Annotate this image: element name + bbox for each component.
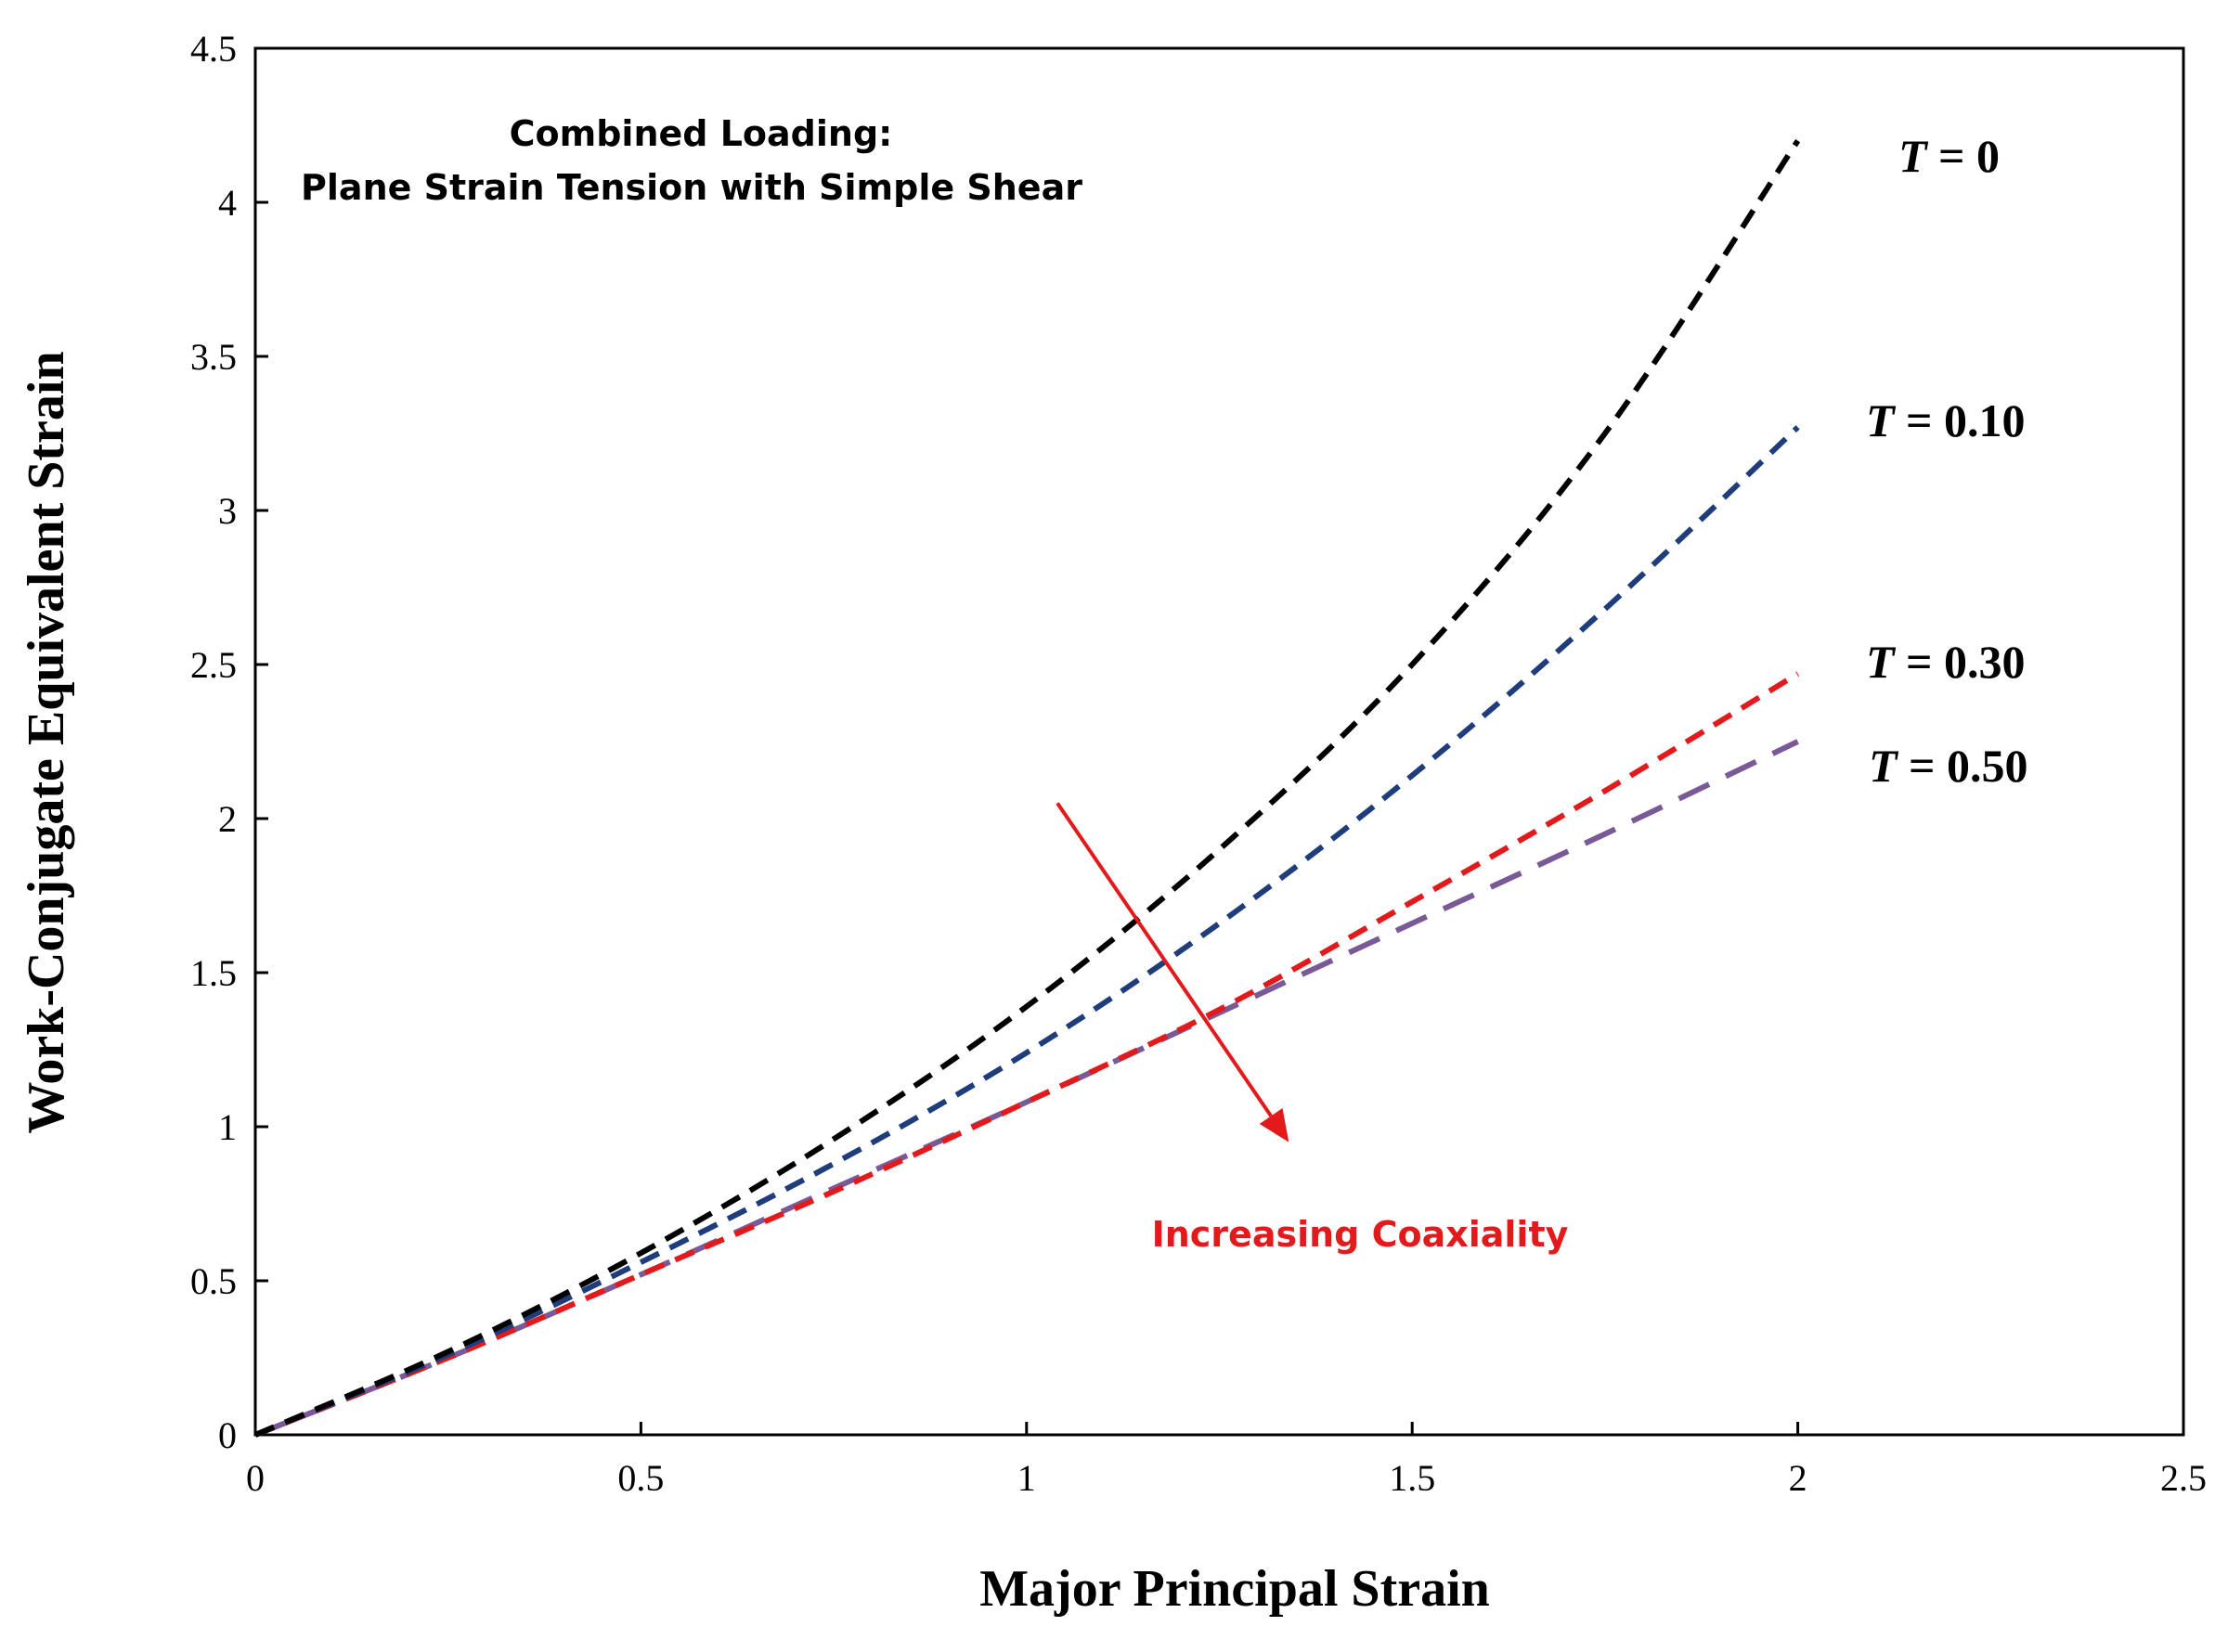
y-tick-label: 0.5 — [190, 1260, 237, 1302]
x-tick-label: 1 — [1017, 1457, 1036, 1499]
label-t-0-30: T = 0.30 — [1866, 636, 2026, 688]
y-tick-label: 2.5 — [190, 644, 237, 686]
x-tick-label: 1.5 — [1389, 1457, 1435, 1499]
label-t-0-50: T = 0.50 — [1869, 740, 2028, 792]
x-tick-label: 2.5 — [2160, 1457, 2207, 1499]
x-tick-label: 2 — [1789, 1457, 1807, 1499]
y-tick-label: 3 — [218, 490, 237, 532]
series-layer — [253, 138, 1801, 1438]
x-tick-label: 0.5 — [617, 1457, 664, 1499]
y-axis-title: Work-Conjugate Equivalent Strain — [18, 351, 75, 1133]
annotation-title-line2: Plane Strain Tension with Simple Shear — [301, 167, 1082, 208]
coaxiality-arrow-head — [1259, 1108, 1289, 1142]
x-tick-label: 0 — [246, 1457, 265, 1499]
series-t-0-10-line — [253, 425, 1800, 1438]
label-t-0-10: T = 0.10 — [1866, 394, 2026, 446]
series-t-0-50-line — [253, 739, 1799, 1438]
y-tick-label: 4 — [218, 182, 237, 224]
y-tick-label: 0 — [218, 1414, 237, 1456]
series-t-0-line — [253, 138, 1801, 1438]
arrow-label: Increasing Coaxiality — [1152, 1214, 1569, 1255]
series-t-0-30-line — [253, 671, 1800, 1438]
y-tick-label: 4.5 — [190, 28, 237, 70]
x-axis-title: Major Principal Strain — [979, 1560, 1490, 1618]
y-tick-label: 3.5 — [190, 336, 237, 378]
axis-ticks: 0 0.5 1 1.5 2 2.5 0 0.5 1 1.5 2 2.5 3 3.5 4 4.5 — [190, 28, 2207, 1499]
label-t-0: T = 0 — [1898, 130, 2000, 182]
y-tick-label: 2 — [218, 798, 237, 840]
annotation-title-line1: Combined Loading: — [510, 113, 893, 154]
y-tick-label: 1.5 — [190, 952, 237, 994]
coaxiality-arrow-shaft — [1056, 802, 1273, 1117]
plot-area-frame — [253, 46, 2185, 1437]
y-tick-label: 1 — [218, 1106, 237, 1148]
labels-layer: T = 0 T = 0.10 T = 0.30 T = 0.50 — [1056, 130, 2028, 1142]
